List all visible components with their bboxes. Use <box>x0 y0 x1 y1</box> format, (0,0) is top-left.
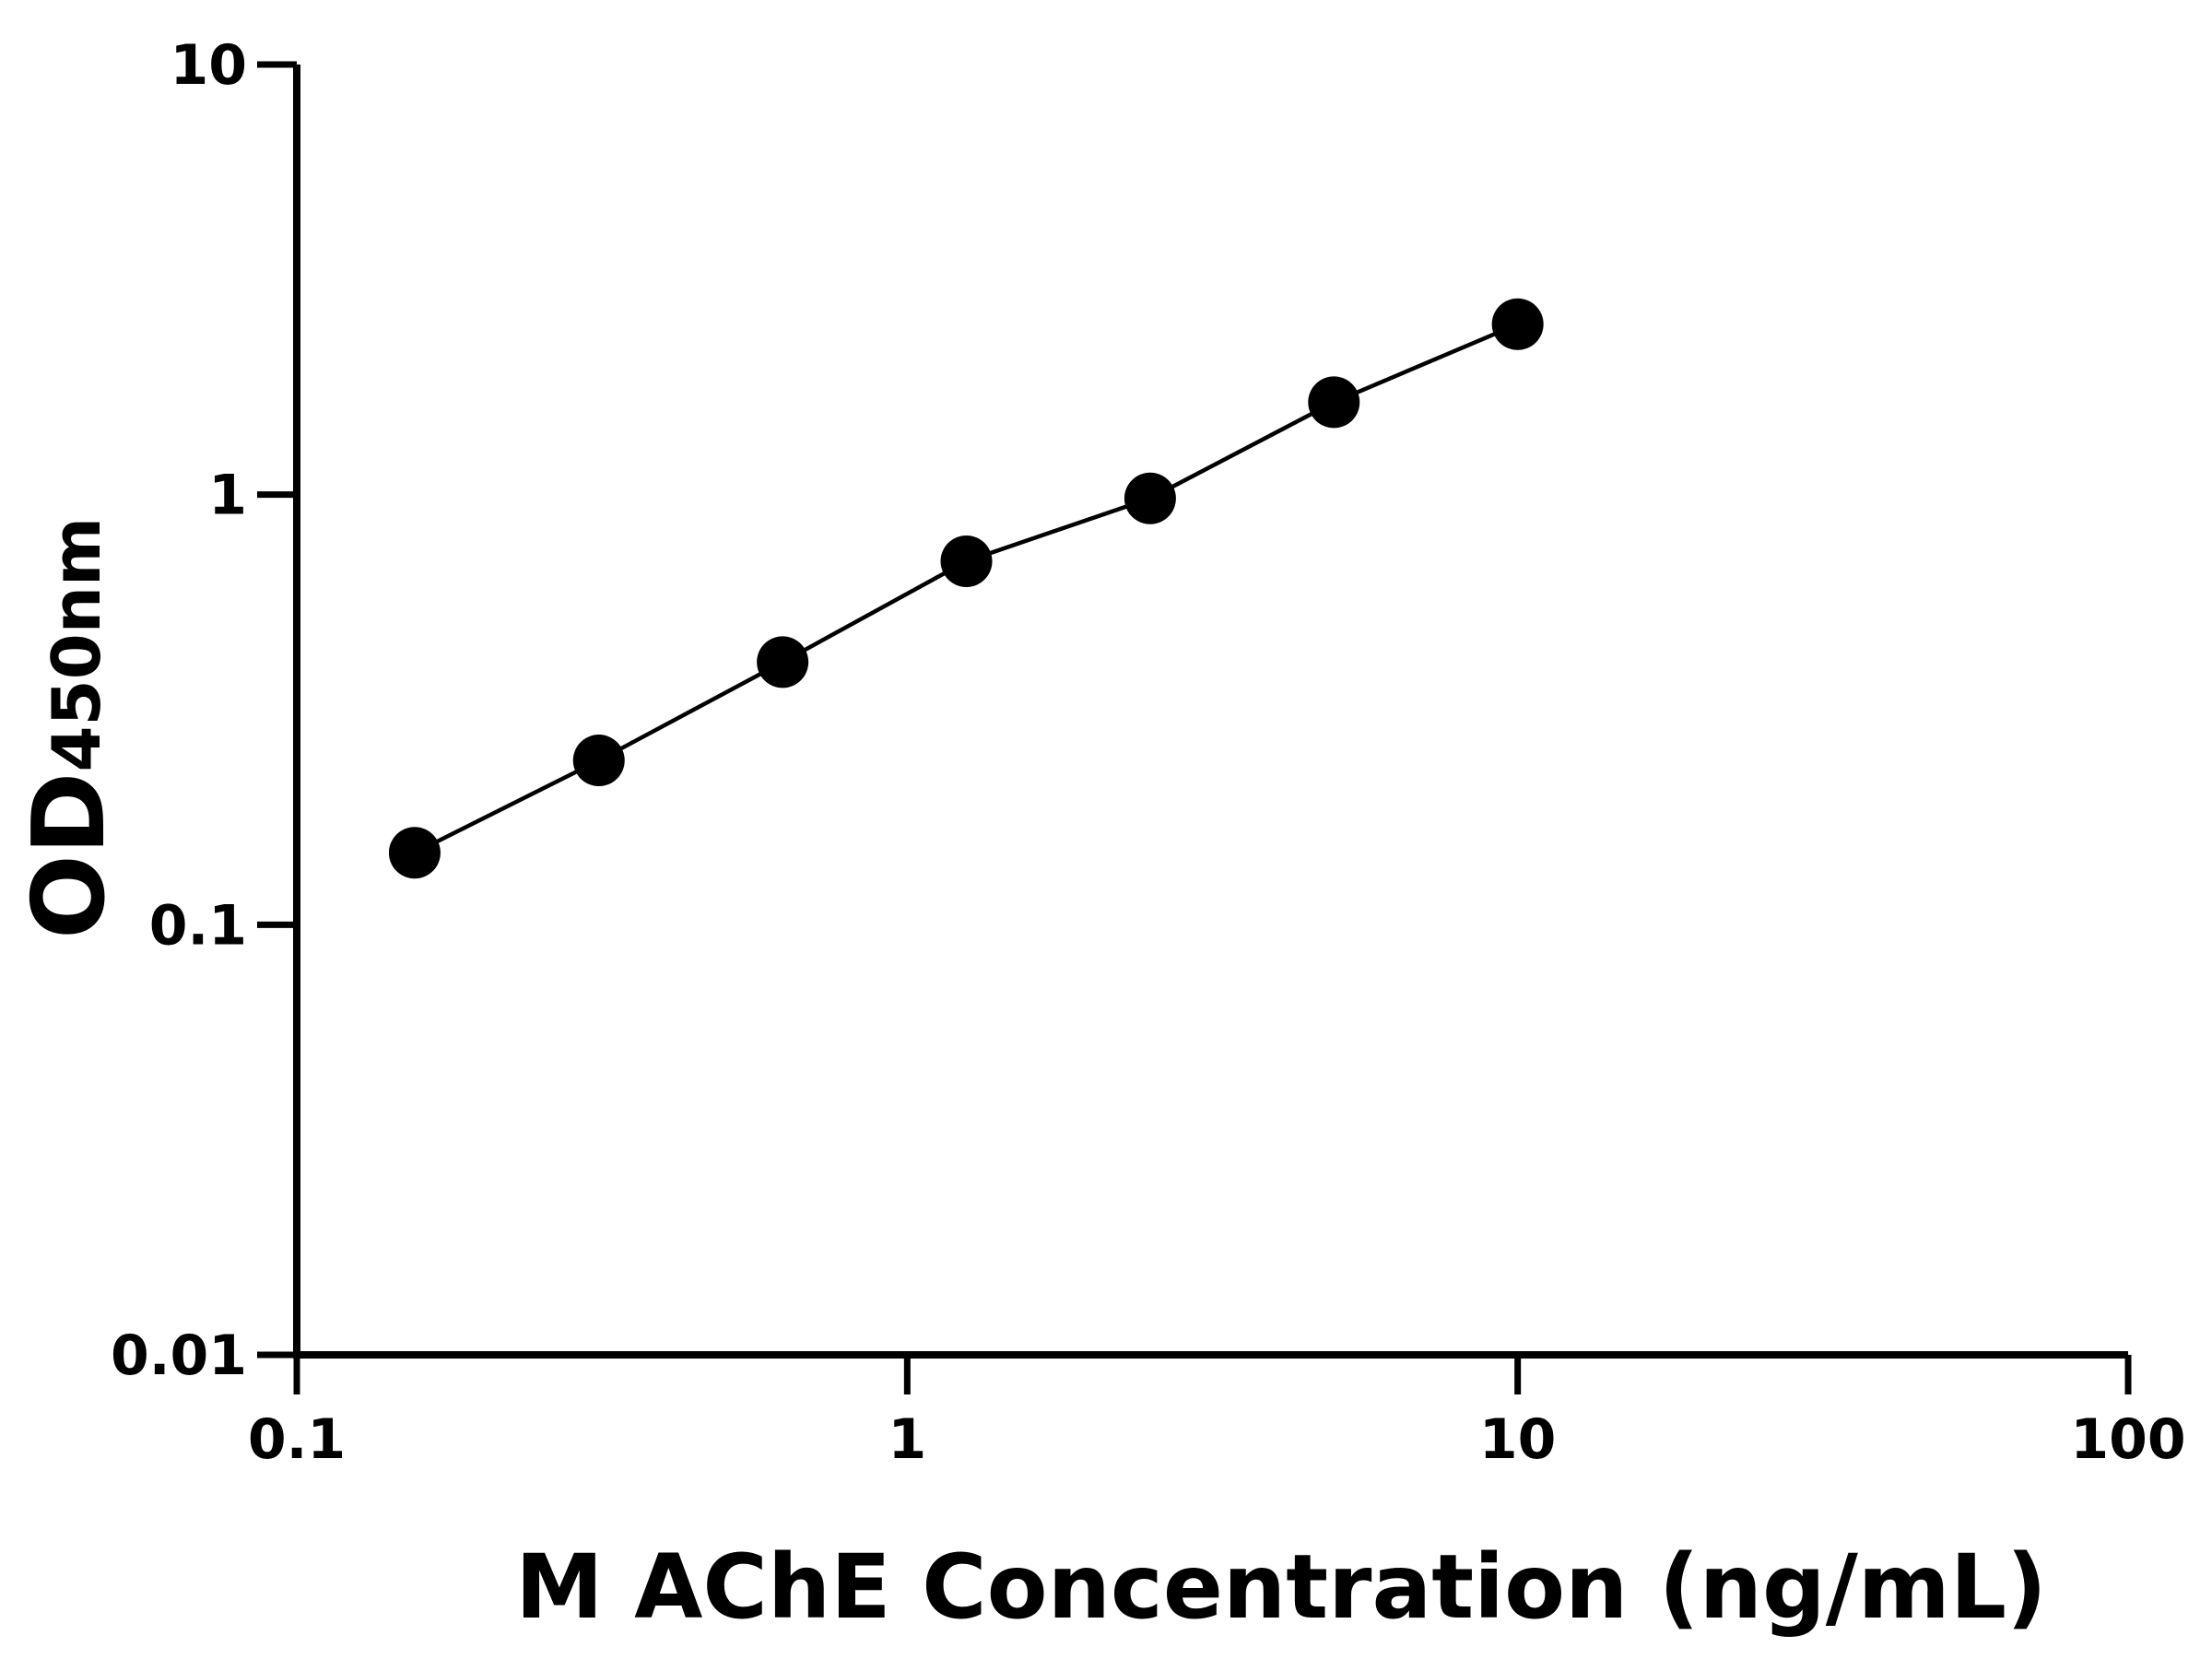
y-axis-title-sub: 450nm <box>38 517 115 772</box>
x-tick-label: 0.1 <box>248 1407 346 1472</box>
data-point <box>940 535 993 587</box>
data-point <box>757 636 809 688</box>
data-point <box>1124 472 1176 524</box>
y-axis-title: OD450nm <box>12 517 127 939</box>
data-point <box>1491 298 1544 350</box>
data-point <box>1308 376 1360 429</box>
data-point <box>388 827 441 879</box>
y-tick-label: 0.1 <box>149 893 247 958</box>
y-tick-label: 0.01 <box>111 1324 247 1388</box>
x-axis-title: M AChE Concentration (ng/mL) <box>515 1535 2047 1639</box>
x-tick-label: 10 <box>1479 1407 1557 1472</box>
data-point <box>572 735 625 787</box>
y-tick-label: 10 <box>171 33 248 98</box>
x-tick-label: 100 <box>2070 1407 2185 1472</box>
y-tick-label: 1 <box>208 464 247 528</box>
x-tick-label: 1 <box>888 1407 926 1472</box>
y-axis-title-main: OD <box>12 772 127 939</box>
